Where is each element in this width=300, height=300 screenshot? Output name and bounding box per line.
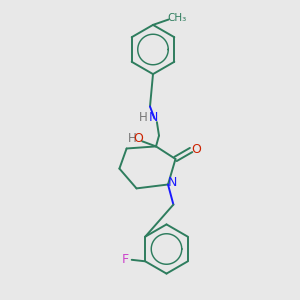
Text: O: O bbox=[191, 143, 201, 156]
Text: CH₃: CH₃ bbox=[167, 13, 187, 23]
Text: H: H bbox=[128, 131, 136, 145]
Text: N: N bbox=[168, 176, 177, 189]
Text: O: O bbox=[134, 131, 143, 145]
Text: N: N bbox=[149, 111, 158, 124]
Text: H: H bbox=[139, 111, 148, 124]
Text: F: F bbox=[122, 253, 129, 266]
